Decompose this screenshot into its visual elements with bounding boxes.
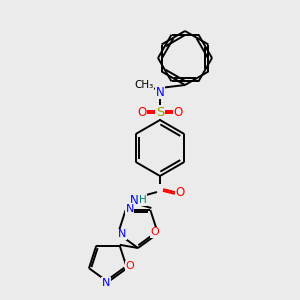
Text: CH₃: CH₃ xyxy=(134,80,154,90)
Text: O: O xyxy=(151,227,159,238)
Text: N: N xyxy=(125,204,134,214)
Text: H: H xyxy=(139,195,147,205)
Text: N: N xyxy=(102,278,110,288)
Text: O: O xyxy=(176,187,184,200)
Text: N: N xyxy=(156,85,164,98)
Text: O: O xyxy=(137,106,147,118)
Text: S: S xyxy=(156,106,164,118)
Text: O: O xyxy=(126,261,134,271)
Text: O: O xyxy=(173,106,183,118)
Text: N: N xyxy=(118,230,126,239)
Text: N: N xyxy=(130,194,138,206)
